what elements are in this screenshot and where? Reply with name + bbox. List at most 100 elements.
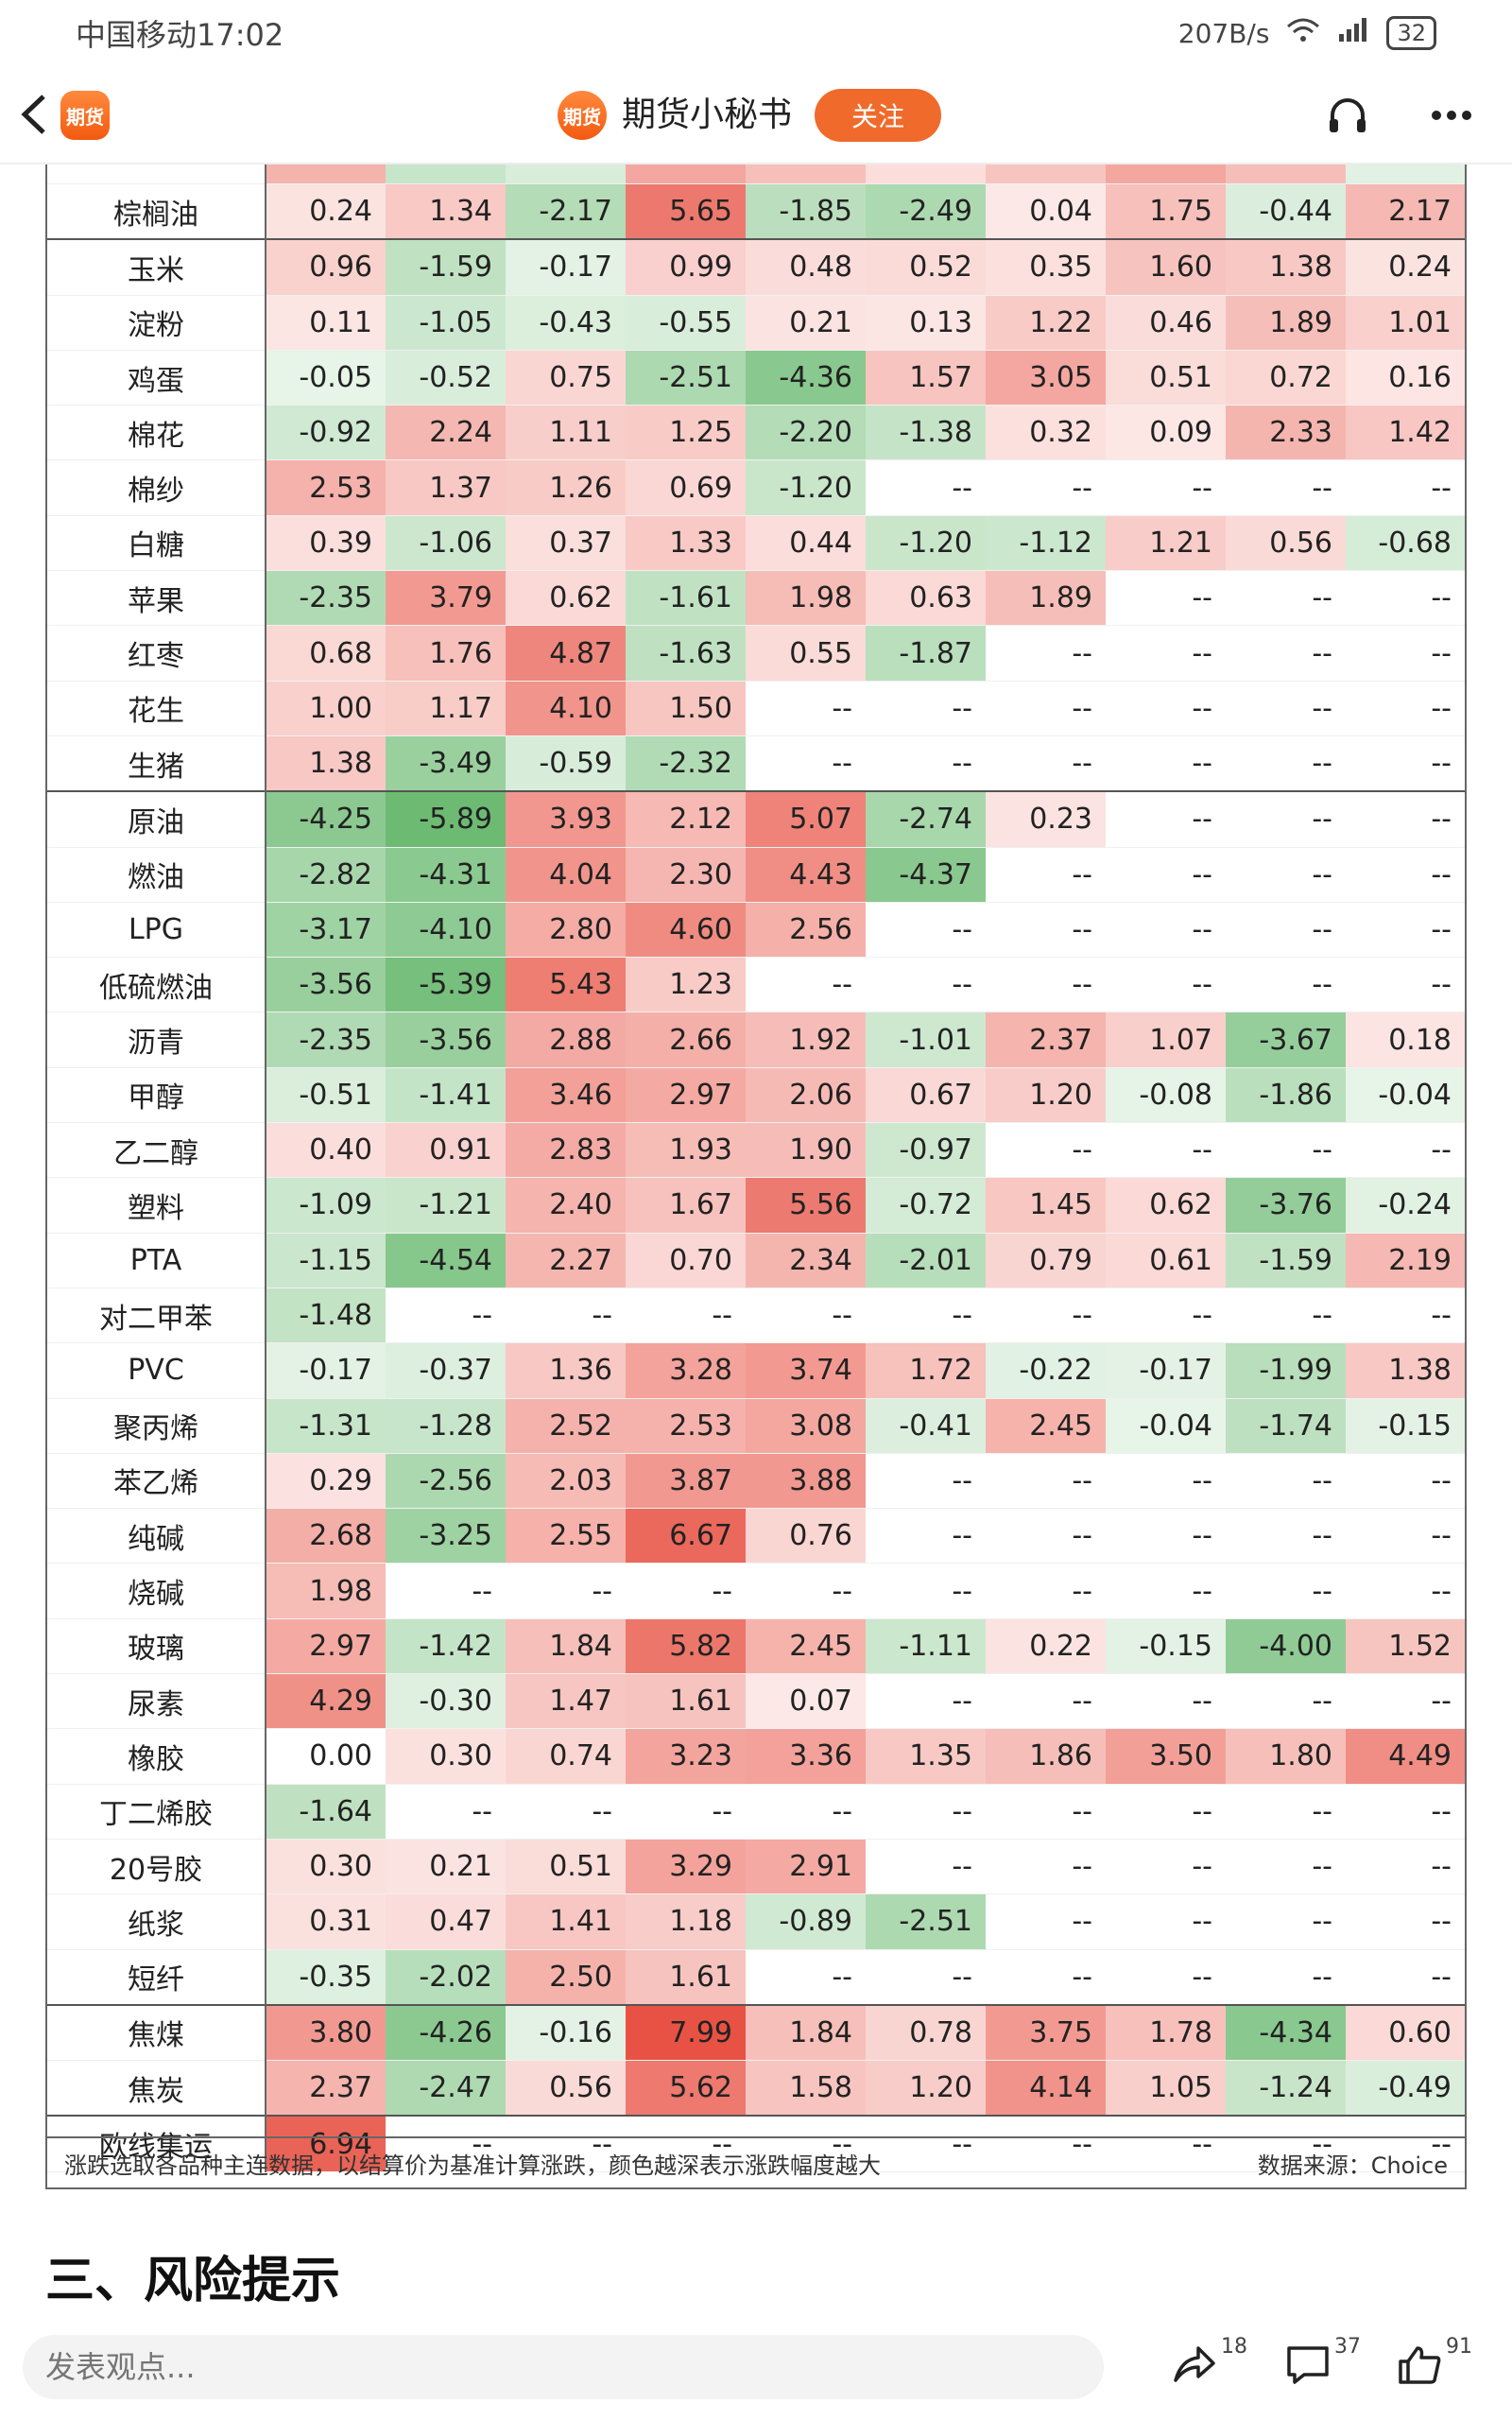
change-cell: 1.11 [506,405,626,461]
change-cell: -0.04 [1346,1067,1467,1124]
change-cell: 1.36 [506,1342,626,1399]
change-cell: 1.01 [1346,295,1467,351]
change-cell: -- [1346,459,1467,516]
change-cell: 1.26 [506,459,626,516]
change-cell: 2.68 [266,1508,386,1564]
change-cell: 0.47 [386,1893,506,1950]
change-cell: -3.49 [386,735,506,792]
change-cell: -0.49 [1346,2060,1467,2117]
change-cell: -1.05 [386,295,506,351]
change-cell: 2.43 [266,164,386,184]
change-cell: -- [506,1563,626,1619]
commodity-name: 玻璃 [45,1618,266,1675]
commodity-name: 烧碱 [45,1563,266,1619]
change-cell: -0.43 [506,295,626,351]
change-cell: 1.23 [626,957,746,1013]
change-cell: 0.62 [1106,1177,1226,1234]
like-button[interactable]: 91 [1397,2335,1482,2401]
follow-button[interactable]: 关注 [815,89,941,142]
table-row: 棉花 -0.92 2.24 1.11 1.25 -2.20 -1.38 0.32 0.09 2.3… [45,405,1467,461]
change-cell: -- [1226,1949,1346,2006]
change-cell: -- [986,1453,1106,1510]
change-cell: -- [986,1673,1106,1730]
change-cell: -2.49 [866,183,986,240]
change-cell: -0.08 [1106,1067,1226,1124]
change-cell: 0.00 [266,1728,386,1785]
comment-button[interactable]: 37 [1285,2335,1370,2401]
change-cell: -- [986,1893,1106,1950]
more-icon[interactable] [1429,85,1474,155]
change-cell: -- [986,2115,1106,2172]
table-row: 白糖 0.39 -1.06 0.37 1.33 0.44 -1.20 -1.12 1.21 0.5… [45,515,1467,572]
change-cell: 4.04 [506,847,626,903]
share-button[interactable]: 18 [1172,2335,1257,2401]
change-cell: -0.17 [266,1342,386,1399]
table-row: 苯乙烯 0.29 -2.56 2.03 3.87 3.88 -- -- -- -- -- [45,1453,1467,1510]
change-cell: -- [986,1122,1106,1179]
change-cell: 1.86 [986,1728,1106,1785]
change-cell: 3.36 [746,1728,866,1785]
change-cell: -4.00 [1226,1618,1346,1675]
change-cell: -- [1226,625,1346,682]
section-title: 三、风险提示 [45,2253,341,2309]
change-cell: 2.88 [506,1011,626,1068]
change-cell: -0.52 [386,350,506,406]
change-cell: 2.27 [506,1233,626,1288]
change-cell: -0.41 [866,1398,986,1454]
change-cell: 2.37 [986,1011,1106,1068]
table-row: 玻璃 2.97 -1.42 1.84 5.82 2.45 -1.11 0.22 -0.15 -4.… [45,1618,1467,1675]
change-cell: -4.34 [1226,2003,1346,2062]
change-cell: -- [1346,1563,1467,1619]
account-name[interactable]: 期货小秘书 [622,95,793,134]
change-cell: -- [1226,459,1346,516]
change-cell: 2.34 [746,1233,866,1288]
change-cell: -1.42 [386,1618,506,1675]
change-cell: -- [1226,2115,1346,2172]
change-cell: -1.59 [386,238,506,296]
change-cell: -4.26 [386,2003,506,2062]
net-speed: 207B/s [1177,17,1270,49]
change-cell: 0.78 [866,2003,986,2062]
change-cell: -- [866,1508,986,1564]
table-row: LPG -3.17 -4.10 2.80 4.60 2.56 -- -- -- -- -- [45,902,1467,959]
change-cell: 1.37 [386,459,506,516]
change-cell: -- [1346,1784,1467,1840]
change-cell: -2.20 [746,405,866,461]
table-row: 红枣 0.68 1.76 4.87 -1.63 0.55 -1.87 -- -- -- -- [45,625,1467,682]
change-cell: 0.60 [1346,2003,1467,2062]
change-cell: 0.24 [1346,238,1467,296]
table-row: 鸡蛋 -0.05 -0.52 0.75 -2.51 -4.36 1.57 3.05 0.51 0.… [45,350,1467,406]
account-avatar[interactable]: 期货 [558,91,607,140]
change-cell: -0.05 [266,350,386,406]
commodity-name: 低硫燃油 [45,957,266,1013]
change-cell: -4.10 [386,902,506,959]
change-cell: 1.25 [626,405,746,461]
change-cell: -1.61 [626,570,746,627]
change-cell: -- [866,1784,986,1840]
change-cell: -- [1106,459,1226,516]
commodity-name: 焦煤 [45,2003,266,2062]
change-cell: 0.51 [506,1839,626,1895]
change-cell: 0.37 [506,515,626,572]
change-cell: -0.55 [626,295,746,351]
change-cell: 4.10 [506,681,626,736]
change-cell: -0.35 [266,1949,386,2006]
change-cell: -- [1226,1784,1346,1840]
change-cell: -1.99 [1226,1342,1346,1399]
change-cell: 3.75 [986,2003,1106,2062]
change-cell: 1.58 [746,2060,866,2117]
change-cell: -- [746,1288,866,1344]
change-cell: -- [506,2115,626,2172]
change-cell: -1.09 [266,1177,386,1234]
headset-icon[interactable] [1325,93,1370,138]
change-cell: 2.50 [506,1949,626,2006]
share-icon [1174,2346,1215,2382]
comment-input[interactable] [23,2335,1104,2399]
change-cell: -- [1106,957,1226,1013]
change-cell: 3.29 [626,1839,746,1895]
change-cell: -- [1106,570,1226,627]
change-cell: 0.62 [506,570,626,627]
wifi-icon [1286,17,1320,50]
change-cell: 5.82 [626,1618,746,1675]
chevron-left-icon[interactable] [19,93,57,138]
